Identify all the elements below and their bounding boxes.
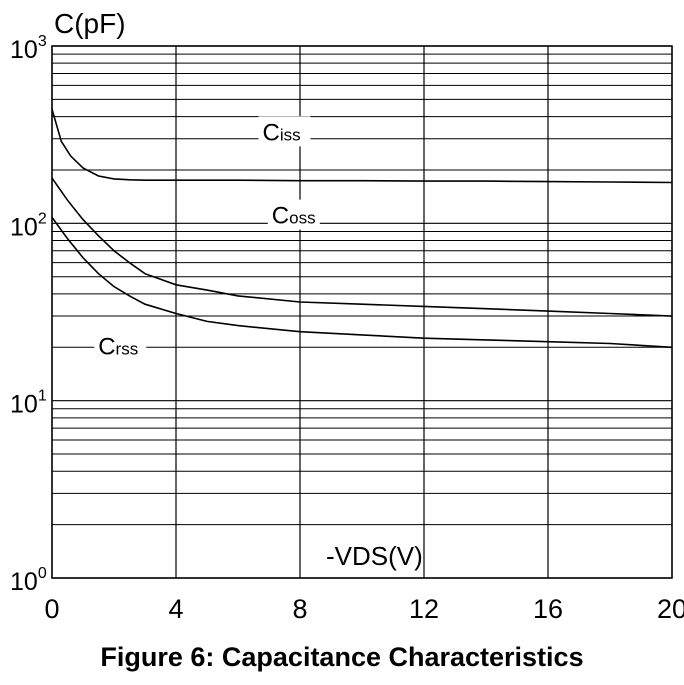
- y-tick-label: 100: [10, 565, 47, 596]
- series-label-bg: [258, 116, 311, 147]
- series-label-bg: [94, 330, 147, 361]
- ticks: 0 4 8 12 16 20 100 101 102 103: [10, 33, 684, 624]
- figure-caption: Figure 6: Capacitance Characteristics: [100, 642, 584, 672]
- x-tick-label: 4: [168, 594, 183, 624]
- plot-frame: [51, 45, 673, 579]
- series-label-coss: Coss: [272, 203, 316, 230]
- x-label-bg: [326, 540, 423, 572]
- y-tick-label: 102: [10, 210, 47, 241]
- x-axis-label: -VDS(V): [326, 541, 423, 571]
- x-tick-label: 0: [44, 594, 59, 624]
- y-axis-label: C(pF): [54, 8, 126, 39]
- series-label-crss: Crss: [98, 333, 138, 360]
- x-tick-label: 20: [657, 594, 684, 624]
- series-group: Ciss Coss Crss: [51, 108, 673, 572]
- series-line-coss: [51, 177, 673, 317]
- y-tick-label: 103: [10, 33, 47, 64]
- series-label-ciss: Ciss: [263, 119, 301, 146]
- x-tick-label: 12: [409, 594, 439, 624]
- x-tick-label: 8: [292, 594, 307, 624]
- series-line-ciss: [51, 108, 673, 184]
- series-label-bg: [267, 199, 320, 230]
- y-tick-label: 101: [10, 388, 47, 419]
- series-line-crss: [51, 216, 673, 349]
- x-tick-label: 16: [533, 594, 563, 624]
